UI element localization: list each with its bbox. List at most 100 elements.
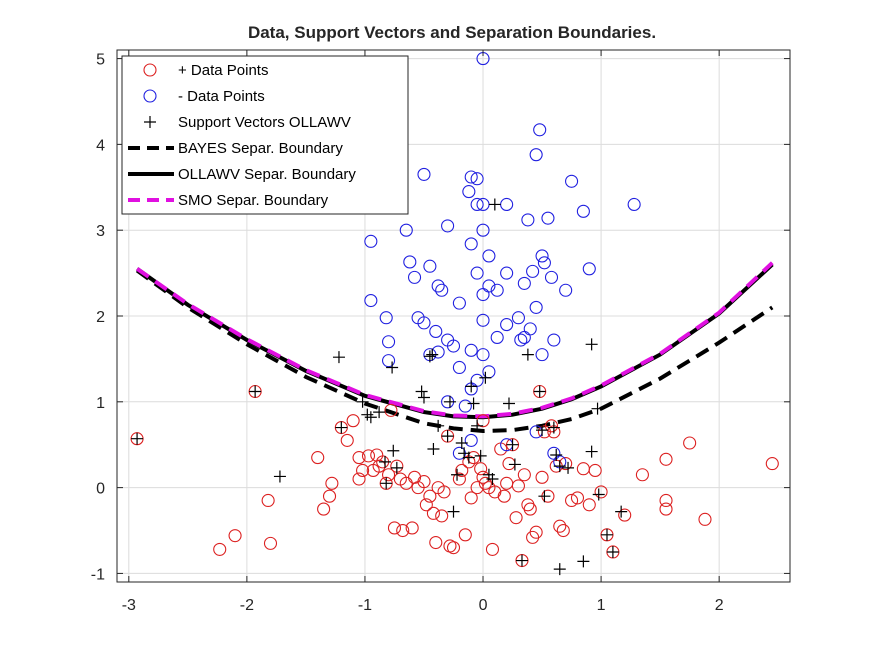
support-vector-8 bbox=[379, 455, 392, 468]
negative-point-38 bbox=[529, 300, 543, 314]
bayes-boundary-line bbox=[135, 268, 774, 434]
x-tick-label-5: 2 bbox=[715, 597, 724, 614]
support-vector-32 bbox=[486, 473, 499, 486]
support-vector-9 bbox=[380, 477, 393, 490]
positive-point-38 bbox=[435, 509, 449, 523]
support-vector-3 bbox=[335, 421, 348, 434]
support-vector-29 bbox=[474, 449, 487, 462]
negative-point-32 bbox=[431, 279, 445, 293]
chart-title: Data, Support Vectors and Separation Bou… bbox=[248, 23, 656, 42]
support-vector-20 bbox=[443, 395, 456, 408]
positive-point-33 bbox=[419, 498, 433, 512]
support-vector-23 bbox=[455, 436, 468, 449]
tick-labels: -3 -2 -1 0 1 2 -1 0 1 2 3 4 5 bbox=[91, 52, 724, 614]
support-vector-49 bbox=[585, 338, 598, 351]
support-vector-46 bbox=[562, 461, 575, 474]
positive-point-14 bbox=[352, 472, 366, 486]
positive-point-90 bbox=[659, 493, 673, 508]
negative-point-29 bbox=[544, 270, 559, 284]
positive-point-15 bbox=[356, 463, 370, 478]
legend-label-1: - Data Points bbox=[178, 88, 265, 105]
positive-point-62 bbox=[511, 479, 525, 493]
support-vector-4 bbox=[356, 395, 369, 408]
negative-point-51 bbox=[446, 339, 461, 353]
negative-point-30 bbox=[407, 270, 422, 284]
negative-point-45 bbox=[500, 318, 514, 332]
legend-label-2: Support Vectors OLLAWV bbox=[178, 114, 351, 131]
negative-point-57 bbox=[382, 354, 396, 368]
negative-point-46 bbox=[511, 311, 525, 325]
support-vector-27 bbox=[467, 397, 480, 410]
negative-point-12 bbox=[470, 197, 484, 212]
support-vector-45 bbox=[553, 563, 566, 576]
positive-point-27 bbox=[396, 523, 410, 538]
positive-point-83 bbox=[588, 463, 602, 478]
x-tick-label-3: 0 bbox=[479, 597, 488, 614]
legend-label-4: OLLAWV Separ. Boundary bbox=[178, 166, 356, 183]
positive-point-70 bbox=[535, 470, 549, 484]
support-vector-11 bbox=[387, 444, 400, 457]
support-vector-40 bbox=[536, 424, 549, 437]
positive-point-68 bbox=[529, 525, 543, 539]
positive-point-79 bbox=[565, 493, 579, 508]
positive-point-4 bbox=[263, 536, 278, 550]
positive-point-43 bbox=[452, 472, 466, 486]
negative-point-28 bbox=[582, 262, 596, 276]
positive-point-76 bbox=[553, 519, 567, 533]
y-tick-label-5: 4 bbox=[96, 137, 105, 154]
positive-point-42 bbox=[446, 541, 461, 555]
positive-point-22 bbox=[382, 468, 396, 482]
negative-point-10 bbox=[462, 185, 476, 199]
positive-point-82 bbox=[582, 498, 596, 512]
support-vector-0 bbox=[131, 432, 144, 445]
negative-point-50 bbox=[382, 335, 396, 349]
support-vector-33 bbox=[488, 198, 501, 211]
support-vector-38 bbox=[521, 348, 534, 361]
support-vector-12 bbox=[390, 461, 403, 474]
positive-point-5 bbox=[261, 493, 275, 508]
negative-point-7 bbox=[521, 213, 535, 227]
positive-point-54 bbox=[485, 542, 500, 556]
negative-point-40 bbox=[452, 296, 466, 310]
support-vector-18 bbox=[432, 419, 445, 432]
y-tick-label-6: 5 bbox=[96, 52, 105, 69]
positive-point-39 bbox=[437, 485, 451, 499]
positive-point-66 bbox=[523, 502, 537, 516]
positive-point-24 bbox=[387, 521, 402, 535]
support-vector-47 bbox=[577, 555, 590, 568]
y-tick-label-1: 0 bbox=[96, 481, 105, 498]
support-vector-48 bbox=[585, 445, 598, 458]
support-vector-35 bbox=[506, 438, 519, 451]
negative-point-39 bbox=[364, 294, 378, 308]
positive-point-61 bbox=[509, 511, 523, 525]
support-vector-17 bbox=[427, 443, 440, 455]
negative-point-4 bbox=[627, 197, 641, 212]
negative-point-44 bbox=[476, 313, 490, 327]
positive-point-89 bbox=[659, 452, 673, 466]
support-vectors-layer bbox=[131, 198, 628, 576]
support-vector-6 bbox=[364, 411, 377, 424]
y-tick-label-3: 2 bbox=[96, 309, 105, 326]
negative-point-6 bbox=[541, 211, 555, 225]
support-vector-13 bbox=[415, 385, 428, 398]
legend-symbol-support bbox=[144, 116, 156, 128]
support-vector-22 bbox=[451, 468, 464, 481]
negative-point-48 bbox=[429, 324, 443, 338]
positive-point-50 bbox=[474, 462, 488, 476]
support-vector-39 bbox=[533, 385, 546, 398]
smo-boundary-layer bbox=[135, 261, 774, 419]
negative-point-11 bbox=[417, 167, 431, 181]
support-vector-37 bbox=[515, 554, 528, 567]
negative-point-54 bbox=[464, 343, 478, 357]
y-tick-label-0: -1 bbox=[91, 566, 105, 583]
support-vector-36 bbox=[508, 458, 521, 471]
negative-point-19 bbox=[464, 237, 478, 251]
positive-point-2 bbox=[213, 542, 227, 556]
support-vector-30 bbox=[479, 371, 492, 384]
support-vector-53 bbox=[606, 545, 619, 558]
legend-label-0: + Data Points bbox=[178, 62, 268, 79]
negative-point-17 bbox=[399, 223, 413, 237]
positive-point-80 bbox=[570, 491, 585, 505]
x-tick-label-2: -1 bbox=[358, 597, 372, 614]
positive-point-91 bbox=[659, 502, 673, 516]
